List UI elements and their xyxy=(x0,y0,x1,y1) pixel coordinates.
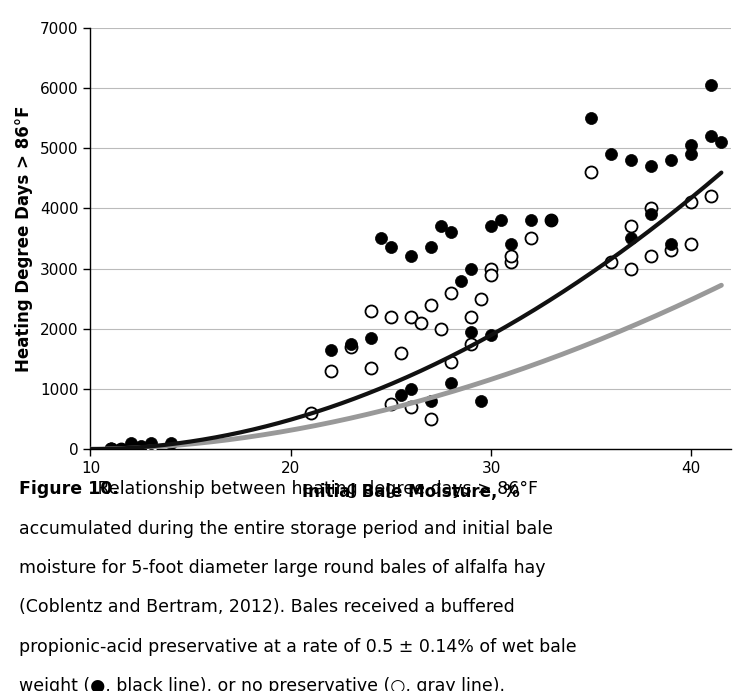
Point xyxy=(385,399,397,410)
Point xyxy=(325,366,337,377)
Point xyxy=(585,113,597,124)
Point xyxy=(134,441,146,452)
Point xyxy=(465,339,477,350)
Point xyxy=(115,444,127,455)
Point xyxy=(105,444,117,455)
Point xyxy=(105,444,117,455)
Point xyxy=(445,227,457,238)
Point xyxy=(505,251,517,262)
Point xyxy=(425,299,437,310)
Point xyxy=(124,444,136,455)
Point xyxy=(645,251,657,262)
Point xyxy=(475,395,487,406)
X-axis label: Initial Bale Moisture, %: Initial Bale Moisture, % xyxy=(302,483,520,501)
Text: Relationship between heating degree days > 86°F: Relationship between heating degree days… xyxy=(92,480,538,498)
Point xyxy=(465,263,477,274)
Point xyxy=(625,221,637,232)
Point xyxy=(365,332,377,343)
Point xyxy=(625,155,637,166)
Point xyxy=(455,275,467,286)
Point xyxy=(445,357,457,368)
Point xyxy=(385,242,397,253)
Point xyxy=(365,362,377,373)
Point xyxy=(605,257,618,268)
Point xyxy=(665,245,677,256)
Point xyxy=(145,437,157,448)
Point xyxy=(445,287,457,298)
Point xyxy=(365,305,377,316)
Point xyxy=(345,341,357,352)
Point xyxy=(645,209,657,220)
Point xyxy=(375,233,387,244)
Text: propionic-acid preservative at a rate of 0.5 ± 0.14% of wet bale: propionic-acid preservative at a rate of… xyxy=(19,638,577,656)
Point xyxy=(145,444,157,455)
Point xyxy=(505,239,517,250)
Point xyxy=(415,317,427,328)
Point xyxy=(716,137,728,148)
Point xyxy=(345,339,357,350)
Point xyxy=(625,233,637,244)
Text: weight (●, black line), or no preservative (○, gray line).: weight (●, black line), or no preservati… xyxy=(19,677,505,691)
Point xyxy=(485,263,497,274)
Point xyxy=(495,215,507,226)
Point xyxy=(124,444,136,455)
Point xyxy=(685,239,697,250)
Text: moisture for 5-foot diameter large round bales of alfalfa hay: moisture for 5-foot diameter large round… xyxy=(19,559,545,577)
Point xyxy=(115,444,127,455)
Text: Figure 10.: Figure 10. xyxy=(19,480,118,498)
Point xyxy=(685,140,697,151)
Point xyxy=(485,329,497,340)
Point xyxy=(405,384,417,395)
Point xyxy=(485,269,497,280)
Y-axis label: Heating Degree Days > 86°F: Heating Degree Days > 86°F xyxy=(15,105,33,372)
Point xyxy=(124,437,136,448)
Point xyxy=(405,251,417,262)
Point xyxy=(545,215,557,226)
Point xyxy=(625,263,637,274)
Point xyxy=(395,390,407,401)
Point xyxy=(685,197,697,208)
Point xyxy=(645,160,657,171)
Point xyxy=(465,311,477,322)
Point xyxy=(405,311,417,322)
Point xyxy=(545,215,557,226)
Text: (Coblentz and Bertram, 2012). Bales received a buffered: (Coblentz and Bertram, 2012). Bales rece… xyxy=(19,598,514,616)
Point xyxy=(705,79,717,91)
Point xyxy=(585,167,597,178)
Point xyxy=(105,444,117,455)
Point xyxy=(395,348,407,359)
Point xyxy=(105,444,117,455)
Point xyxy=(485,221,497,232)
Point xyxy=(505,257,517,268)
Point xyxy=(435,221,447,232)
Point xyxy=(124,441,136,452)
Text: accumulated during the entire storage period and initial bale: accumulated during the entire storage pe… xyxy=(19,520,553,538)
Point xyxy=(665,239,677,250)
Point xyxy=(425,395,437,406)
Point xyxy=(465,326,477,337)
Point xyxy=(435,323,447,334)
Point xyxy=(425,413,437,424)
Point xyxy=(705,131,717,142)
Point xyxy=(525,233,537,244)
Point xyxy=(305,408,317,419)
Point xyxy=(705,191,717,202)
Point xyxy=(685,149,697,160)
Point xyxy=(605,149,618,160)
Point xyxy=(475,293,487,304)
Point xyxy=(164,437,176,448)
Point xyxy=(645,202,657,214)
Point xyxy=(665,155,677,166)
Point xyxy=(525,215,537,226)
Point xyxy=(425,242,437,253)
Point xyxy=(325,344,337,355)
Point xyxy=(405,401,417,413)
Point xyxy=(385,311,397,322)
Point xyxy=(105,444,117,455)
Point xyxy=(445,377,457,388)
